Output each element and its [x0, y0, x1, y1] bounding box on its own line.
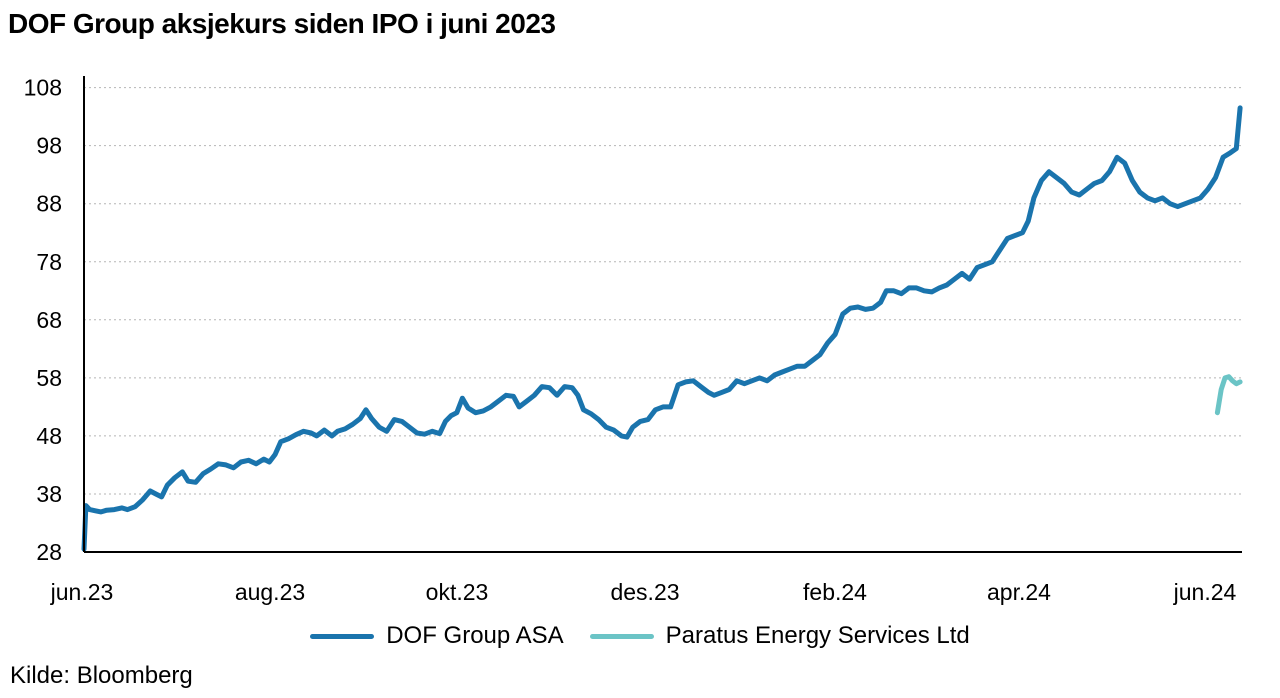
legend-item-paratus: Paratus Energy Services Ltd: [589, 622, 970, 650]
series-line-dof: [81, 105, 1243, 552]
legend-label-dof: DOF Group ASA: [386, 622, 564, 649]
x-tick-label: okt.23: [426, 579, 489, 605]
legend-item-dof: DOF Group ASA: [310, 622, 564, 650]
y-tick-labels: 28 38 48 58 68 78 88 98 108: [24, 75, 62, 565]
y-tick-label: 108: [24, 75, 62, 101]
legend-swatch-dof: [310, 633, 375, 639]
series-lines: [81, 105, 1243, 552]
y-tick-label: 98: [36, 133, 62, 159]
y-tick-label: 88: [36, 191, 62, 217]
x-tick-label: des.23: [610, 579, 679, 605]
x-tick-label: feb.24: [803, 579, 867, 605]
y-tick-label: 48: [36, 423, 62, 449]
legend-label-paratus: Paratus Energy Services Ltd: [665, 622, 970, 649]
y-tick-label: 68: [36, 307, 62, 333]
series-line-paratus: [1214, 374, 1243, 416]
axes: [83, 76, 1242, 553]
x-tick-label: apr.24: [987, 579, 1051, 605]
y-tick-label: 58: [36, 365, 62, 391]
source-note: Kilde: Bloomberg: [10, 662, 193, 689]
legend-swatch-paratus: [589, 633, 654, 639]
grid-lines: [84, 87, 1242, 495]
x-tick-labels: jun.23 aug.23 okt.23 des.23 feb.24 apr.24 jun.…: [50, 579, 1237, 605]
y-tick-label: 38: [36, 481, 62, 507]
chart-title: DOF Group aksjekurs siden IPO i juni 202…: [8, 8, 556, 39]
x-tick-label: jun.24: [1173, 579, 1237, 605]
x-tick-label: aug.23: [235, 579, 305, 605]
y-tick-label: 28: [36, 539, 62, 565]
y-tick-label: 78: [36, 249, 62, 275]
x-tick-label: jun.23: [50, 579, 114, 605]
legend: DOF Group ASA Paratus Energy Services Lt…: [0, 622, 1280, 650]
